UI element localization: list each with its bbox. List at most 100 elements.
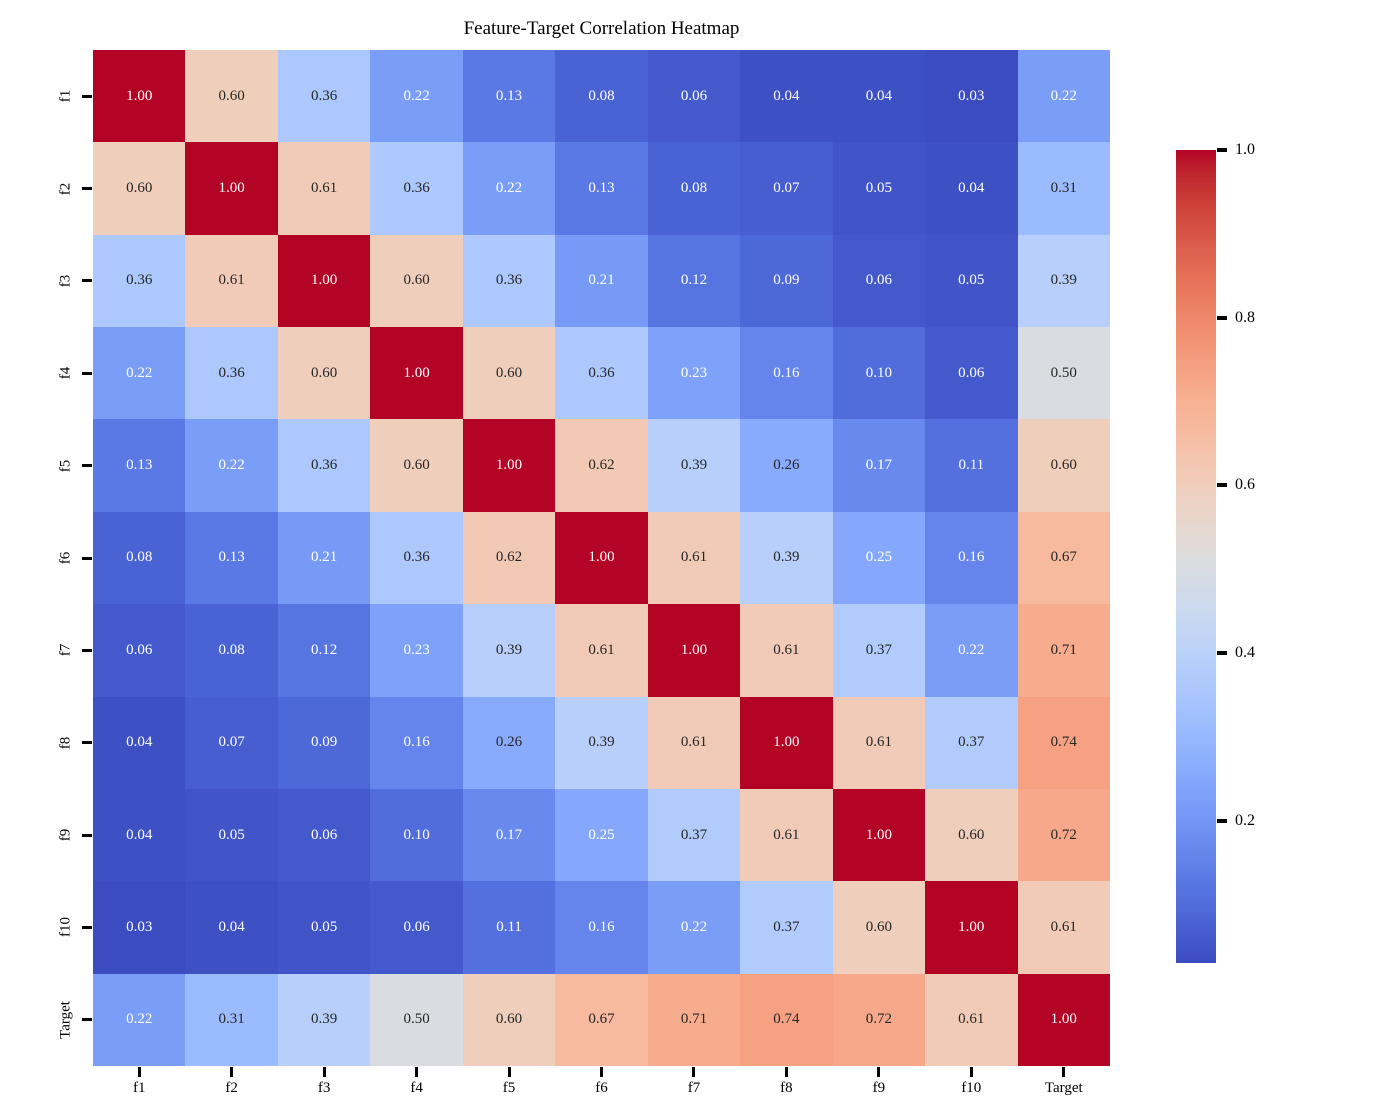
- heatmap-cell-f1-f5: 0.13: [462, 50, 556, 143]
- heatmap-cell-f6-f5: 0.62: [462, 511, 556, 605]
- heatmap-cell-f4-f7: 0.23: [647, 327, 741, 420]
- heatmap-cell-f2-f9: 0.05: [832, 142, 926, 235]
- x-axis-label-f5: f5: [502, 1080, 516, 1096]
- heatmap-cell-f2-f8: 0.07: [740, 142, 833, 235]
- heatmap-cell-f8-f1: 0.04: [93, 696, 186, 789]
- heatmap-cell-f6-f3: 0.21: [277, 511, 371, 605]
- x-tick-f3: [322, 1067, 326, 1077]
- heatmap-cell-Target-f1: 0.22: [93, 973, 186, 1066]
- x-axis-label-f6: f6: [595, 1080, 608, 1096]
- heatmap-cell-Target-f10: 0.61: [925, 973, 1018, 1066]
- heatmap-cell-f7-f8: 0.61: [740, 604, 833, 697]
- heatmap-cell-f9-Target: 0.72: [1017, 788, 1110, 882]
- heatmap-cell-f1-f3: 0.36: [277, 50, 371, 143]
- colorbar-label-0.6: 0.6: [1235, 476, 1255, 494]
- x-tick-f5: [507, 1067, 511, 1077]
- heatmap-cell-f5-f8: 0.26: [740, 419, 833, 512]
- heatmap-cell-f6-f6: 1.00: [555, 511, 648, 605]
- heatmap-cell-Target-f4: 0.50: [370, 973, 463, 1066]
- colorbar-label-0.4: 0.4: [1235, 643, 1255, 661]
- x-axis-label-f8: f8: [780, 1080, 793, 1096]
- heatmap-cell-f7-f5: 0.39: [462, 604, 556, 697]
- y-tick-f3: [82, 279, 92, 283]
- heatmap-cell-Target-f3: 0.39: [277, 973, 371, 1066]
- colorbar-tick-1.0: [1217, 148, 1227, 152]
- heatmap-cell-f3-f7: 0.12: [647, 234, 741, 328]
- x-axis-label-f7: f7: [687, 1080, 701, 1096]
- colorbar-tick-0.6: [1217, 483, 1227, 488]
- heatmap-cell-f3-f2: 0.61: [185, 234, 278, 328]
- heatmap-cell-f3-f4: 0.60: [370, 234, 463, 328]
- y-axis-label-f7: f7: [57, 644, 74, 657]
- heatmap-cell-f7-f7: 1.00: [647, 604, 741, 697]
- heatmap-cell-Target-f2: 0.31: [185, 973, 278, 1066]
- heatmap-cell-f9-f8: 0.61: [740, 788, 833, 882]
- colorbar: [1176, 150, 1216, 963]
- heatmap-cell-f6-f1: 0.08: [93, 511, 186, 605]
- heatmap-cell-f6-Target: 0.67: [1017, 511, 1110, 605]
- heatmap-cell-f1-f9: 0.04: [832, 50, 926, 143]
- x-tick-f9: [877, 1067, 881, 1077]
- heatmap-cell-f10-f5: 0.11: [462, 881, 556, 974]
- x-tick-f1: [137, 1067, 141, 1077]
- heatmap-cell-f6-f10: 0.16: [925, 511, 1018, 605]
- heatmap-cell-f6-f8: 0.39: [740, 511, 833, 605]
- y-axis-label-f8: f8: [57, 736, 74, 749]
- heatmap-cell-f9-f7: 0.37: [647, 788, 741, 882]
- heatmap-cell-f2-f3: 0.61: [277, 142, 371, 235]
- heatmap-cell-f10-f6: 0.16: [555, 881, 648, 974]
- heatmap-cell-f8-f10: 0.37: [925, 696, 1018, 789]
- heatmap-cell-f8-Target: 0.74: [1017, 696, 1110, 789]
- heatmap-cell-f3-f10: 0.05: [925, 234, 1018, 328]
- y-tick-f10: [82, 925, 92, 929]
- heatmap-cell-f2-f1: 0.60: [93, 142, 186, 235]
- x-tick-f7: [692, 1067, 696, 1077]
- y-tick-f1: [82, 94, 92, 98]
- heatmap-cell-f10-f2: 0.04: [185, 881, 278, 974]
- y-axis-label-f5: f5: [57, 459, 74, 472]
- heatmap-cell-f5-f3: 0.36: [277, 419, 371, 512]
- heatmap-cell-f5-f7: 0.39: [647, 419, 741, 512]
- y-tick-f2: [82, 187, 92, 191]
- x-tick-Target: [1062, 1067, 1066, 1077]
- heatmap-cell-f1-f6: 0.08: [555, 50, 648, 143]
- heatmap-cell-f8-f9: 0.61: [832, 696, 926, 789]
- colorbar-label-1.0: 1.0: [1235, 141, 1255, 158]
- x-axis-label-Target: Target: [1044, 1080, 1083, 1096]
- heatmap-cell-f3-f8: 0.09: [740, 234, 833, 328]
- heatmap-cell-f2-f6: 0.13: [555, 142, 648, 235]
- heatmap-cell-f8-f5: 0.26: [462, 696, 556, 789]
- heatmap-cell-f6-f2: 0.13: [185, 511, 278, 605]
- y-axis-label-f2: f2: [57, 182, 74, 195]
- heatmap-cell-f4-f9: 0.10: [832, 327, 926, 420]
- heatmap-cell-f2-f7: 0.08: [647, 142, 741, 235]
- heatmap-cell-f5-f2: 0.22: [185, 419, 278, 512]
- heatmap-cell-f6-f9: 0.25: [832, 511, 926, 605]
- y-tick-f6: [82, 556, 92, 560]
- heatmap-cell-f10-f1: 0.03: [93, 881, 186, 974]
- heatmap-cell-f2-f5: 0.22: [462, 142, 556, 235]
- chart-title: Feature-Target Correlation Heatmap: [463, 18, 740, 39]
- heatmap-cell-f7-Target: 0.71: [1017, 604, 1110, 697]
- heatmap-cell-f8-f2: 0.07: [185, 696, 278, 789]
- y-tick-f9: [82, 833, 92, 837]
- colorbar-label-0.8: 0.8: [1235, 308, 1255, 326]
- colorbar-tick-0.4: [1217, 650, 1227, 655]
- heatmap-cell-f1-f8: 0.04: [740, 50, 833, 143]
- heatmap-cell-f1-f7: 0.06: [647, 50, 741, 143]
- heatmap-cell-f4-f1: 0.22: [93, 327, 186, 420]
- heatmap-cell-f3-f5: 0.36: [462, 234, 556, 328]
- heatmap-cell-f4-f5: 0.60: [462, 327, 556, 420]
- heatmap-cell-f2-f2: 1.00: [185, 142, 278, 235]
- x-axis-label-f3: f3: [317, 1080, 331, 1096]
- heatmap-cell-f4-Target: 0.50: [1017, 327, 1110, 420]
- heatmap-cell-f1-f2: 0.60: [185, 50, 278, 143]
- y-axis-label-f1: f1: [57, 89, 74, 103]
- heatmap-cell-f9-f3: 0.06: [277, 788, 371, 882]
- y-axis-label-f9: f9: [57, 828, 74, 842]
- x-tick-f8: [784, 1067, 788, 1077]
- heatmap-cell-f5-f4: 0.60: [370, 419, 463, 512]
- heatmap-cell-f9-f5: 0.17: [462, 788, 556, 882]
- heatmap-cell-f4-f10: 0.06: [925, 327, 1018, 420]
